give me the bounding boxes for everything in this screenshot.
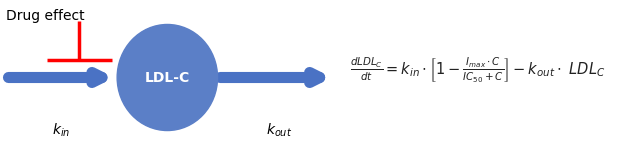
Ellipse shape — [117, 24, 218, 131]
Text: Drug effect: Drug effect — [6, 9, 84, 23]
Text: $\frac{dLDL_C}{dt} = k_{in} \cdot \left[1 - \frac{I_{max} \cdot C}{IC_{50} + C}\: $\frac{dLDL_C}{dt} = k_{in} \cdot \left[… — [350, 55, 605, 85]
Text: LDL-C: LDL-C — [145, 71, 190, 84]
Text: $k_{in}$: $k_{in}$ — [52, 121, 71, 139]
Text: $k_{out}$: $k_{out}$ — [266, 121, 292, 139]
